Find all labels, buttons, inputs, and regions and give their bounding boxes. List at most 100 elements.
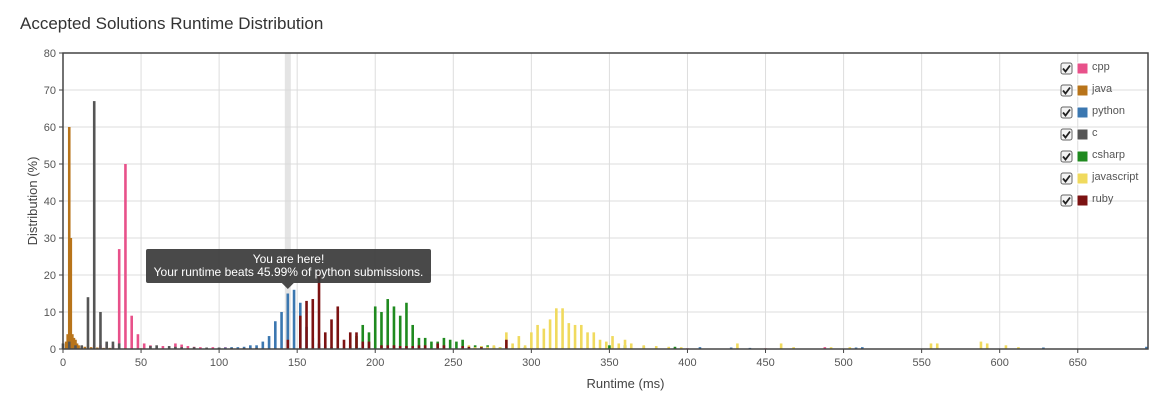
bar-ruby	[398, 346, 402, 349]
bar-ruby	[317, 271, 321, 349]
x-tick-label: 300	[522, 357, 540, 369]
bar-c	[105, 341, 109, 349]
bar-csharp	[405, 302, 408, 349]
bar-ruby	[461, 346, 464, 349]
checkmark-icon	[1062, 130, 1071, 139]
checkmark-icon	[1062, 196, 1071, 205]
bar-javascript	[629, 343, 633, 349]
legend-checkbox-javascript[interactable]	[1060, 172, 1073, 185]
legend-item-csharp[interactable]: csharp	[1060, 149, 1125, 163]
bar-csharp	[373, 306, 377, 349]
bar-javascript	[929, 343, 933, 349]
bar-javascript	[654, 346, 658, 349]
legend-item-ruby[interactable]: ruby	[1060, 193, 1114, 207]
bar-javascript	[498, 347, 502, 349]
bar-java	[75, 343, 79, 349]
y-tick-label: 70	[44, 85, 56, 97]
checkmark-icon	[1062, 174, 1071, 183]
bar-python	[261, 341, 265, 349]
bar-javascript	[555, 308, 558, 349]
legend-checkbox-cpp[interactable]	[1060, 62, 1073, 75]
bar-ruby	[305, 300, 308, 349]
bar-javascript	[586, 332, 589, 349]
bar-ruby	[442, 345, 446, 349]
checkmark-icon	[1062, 152, 1071, 161]
bar-javascript	[580, 324, 583, 349]
bar-csharp	[398, 315, 402, 349]
tooltip-pointer	[281, 283, 294, 289]
bar-ruby	[311, 299, 315, 349]
bar-python	[267, 336, 271, 349]
bar-java	[89, 347, 93, 349]
bar-java	[74, 339, 77, 349]
bar-ruby	[380, 345, 383, 349]
bar-csharp	[461, 339, 464, 349]
bar-javascript	[667, 346, 671, 349]
legend-checkbox-c[interactable]	[1060, 128, 1073, 141]
bar-javascript	[530, 332, 533, 349]
legend-swatch-java	[1076, 84, 1089, 97]
bar-cpp	[199, 347, 202, 349]
bar-cpp	[186, 346, 190, 349]
bar-ruby	[348, 332, 352, 349]
bar-python	[236, 347, 240, 349]
bar-python	[274, 321, 277, 349]
legend-item-javascript[interactable]: javascript	[1060, 171, 1138, 185]
x-tick-label: 550	[912, 357, 930, 369]
legend-checkbox-ruby[interactable]	[1060, 194, 1073, 207]
x-tick-label: 50	[135, 357, 147, 369]
legend-swatch-javascript	[1076, 172, 1089, 185]
legend-item-python[interactable]: python	[1060, 105, 1125, 119]
bar-ruby	[355, 332, 358, 349]
legend-swatch-python	[1076, 106, 1089, 119]
bar-csharp	[430, 341, 433, 349]
legend-item-c[interactable]: c	[1060, 127, 1098, 141]
bar-csharp	[386, 299, 390, 349]
bar-csharp	[367, 332, 371, 349]
bar-ruby	[480, 347, 483, 349]
bar-c	[192, 347, 196, 349]
bar-javascript	[492, 345, 496, 349]
bar-javascript	[779, 343, 783, 349]
bar-cpp	[136, 334, 140, 349]
bar-javascript	[517, 336, 521, 349]
legend-label-c: c	[1092, 127, 1098, 139]
legend-label-python: python	[1092, 105, 1125, 117]
bar-csharp	[448, 339, 452, 349]
legend-swatch-c	[1076, 128, 1089, 141]
bar-c	[174, 346, 177, 349]
bar-cpp	[117, 249, 121, 349]
bar-cpp	[174, 343, 177, 349]
bar-ruby	[361, 341, 365, 349]
bar-javascript	[486, 346, 489, 349]
bar-csharp	[380, 312, 383, 349]
bar-java	[83, 346, 87, 349]
bar-java	[64, 341, 68, 349]
bar-csharp	[455, 341, 458, 349]
bar-python	[286, 293, 290, 349]
x-tick-label: 150	[288, 357, 306, 369]
y-tick-label: 50	[44, 159, 56, 171]
tooltip-line1: You are here!	[253, 252, 325, 266]
legend-item-cpp[interactable]: cpp	[1060, 61, 1110, 75]
legend-checkbox-java[interactable]	[1060, 84, 1073, 97]
bar-javascript	[561, 308, 564, 349]
bar-javascript	[523, 345, 527, 349]
y-tick-label: 80	[44, 48, 56, 60]
legend-swatch-ruby	[1076, 194, 1089, 207]
legend-checkbox-python[interactable]	[1060, 106, 1073, 119]
x-tick-label: 400	[678, 357, 696, 369]
legend-checkbox-csharp[interactable]	[1060, 150, 1073, 163]
x-tick-label: 0	[60, 357, 66, 369]
y-tick-label: 10	[44, 307, 56, 319]
bar-c	[111, 341, 115, 349]
bar-java	[69, 238, 73, 349]
bar-ruby	[423, 345, 427, 349]
y-tick-label: 60	[44, 122, 56, 134]
bar-c	[92, 101, 96, 349]
tooltip-line2: Your runtime beats 45.99% of python subm…	[154, 265, 424, 279]
legend-item-java[interactable]: java	[1060, 83, 1113, 97]
x-tick-label: 650	[1069, 357, 1087, 369]
bar-javascript	[548, 319, 552, 349]
